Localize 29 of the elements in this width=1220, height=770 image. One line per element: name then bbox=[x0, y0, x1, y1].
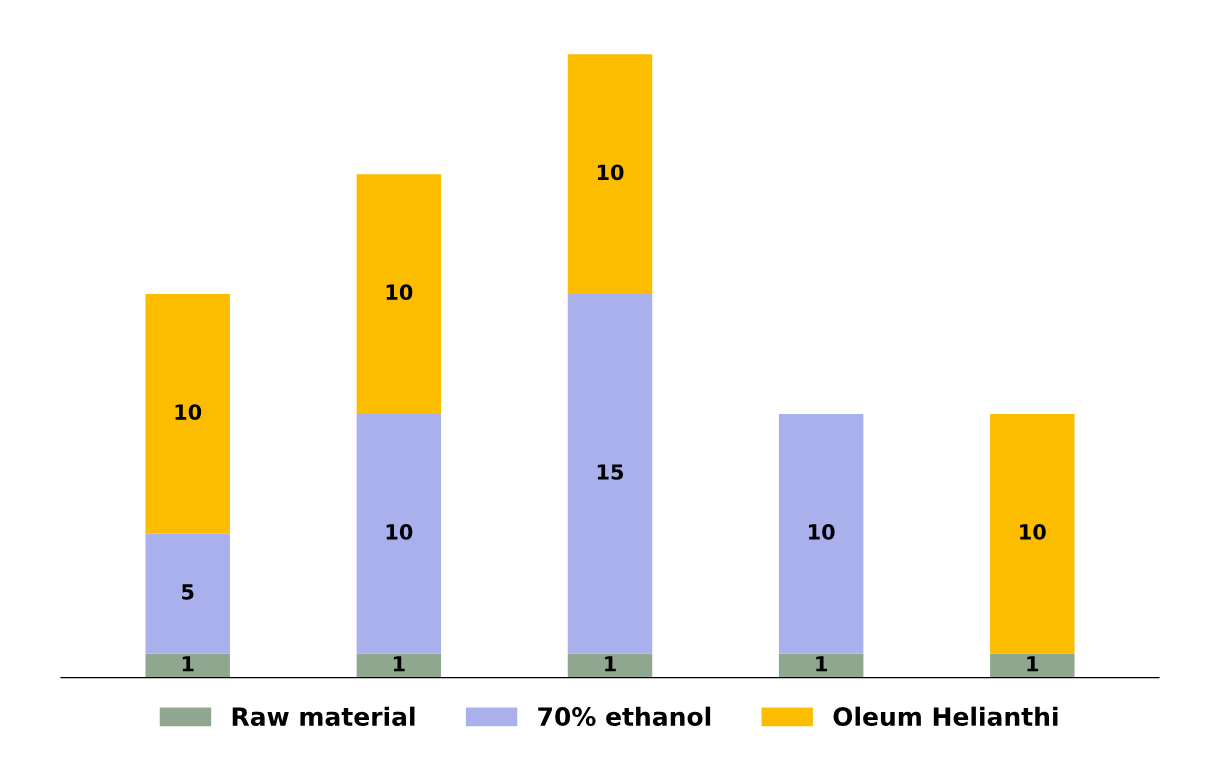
bar bbox=[567, 294, 653, 654]
data-label: 1 bbox=[393, 656, 405, 672]
bar bbox=[990, 413, 1075, 654]
data-label: 10 bbox=[386, 284, 413, 301]
bar bbox=[778, 653, 864, 678]
data-label: 10 bbox=[597, 164, 624, 181]
legend-label: 70% ethanol bbox=[538, 706, 711, 726]
bar bbox=[778, 413, 864, 654]
legend-label: Raw material bbox=[232, 706, 415, 726]
data-label: 1 bbox=[605, 656, 616, 672]
data-label: 10 bbox=[386, 524, 413, 540]
data-label: 5 bbox=[182, 584, 194, 600]
bar bbox=[567, 653, 653, 678]
data-label: 1 bbox=[182, 656, 194, 672]
data-label: 10 bbox=[1020, 524, 1046, 540]
data-label: 1 bbox=[816, 656, 827, 672]
bar bbox=[356, 174, 442, 414]
legend-label: Oleum Helianthi bbox=[833, 706, 1058, 726]
bar bbox=[145, 294, 230, 534]
bar bbox=[356, 413, 442, 654]
data-label: 10 bbox=[809, 524, 835, 540]
bar bbox=[356, 653, 442, 678]
data-label: 1 bbox=[1027, 656, 1039, 672]
data-label: 15 bbox=[597, 464, 624, 480]
data-label: 10 bbox=[175, 404, 202, 420]
bar bbox=[145, 653, 230, 678]
bar bbox=[990, 653, 1075, 678]
bar bbox=[145, 533, 230, 654]
bar bbox=[567, 54, 653, 295]
